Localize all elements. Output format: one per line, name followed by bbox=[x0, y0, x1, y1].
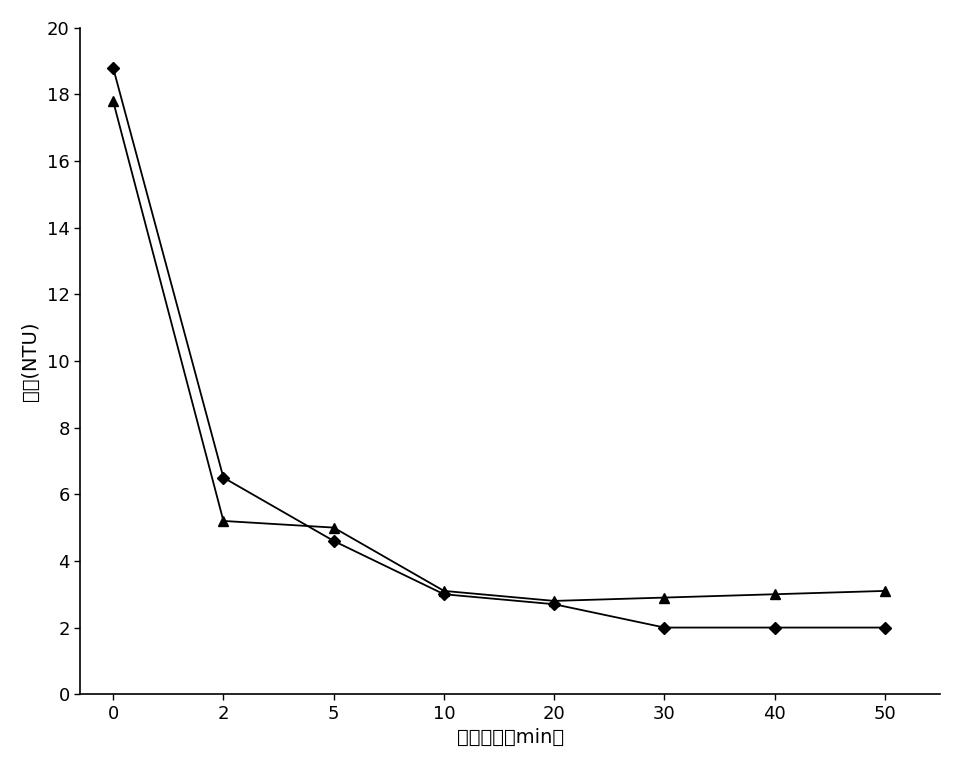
X-axis label: 沉淠时间（min）: 沉淠时间（min） bbox=[456, 728, 564, 747]
Y-axis label: 余浊(NTU): 余浊(NTU) bbox=[21, 321, 39, 401]
